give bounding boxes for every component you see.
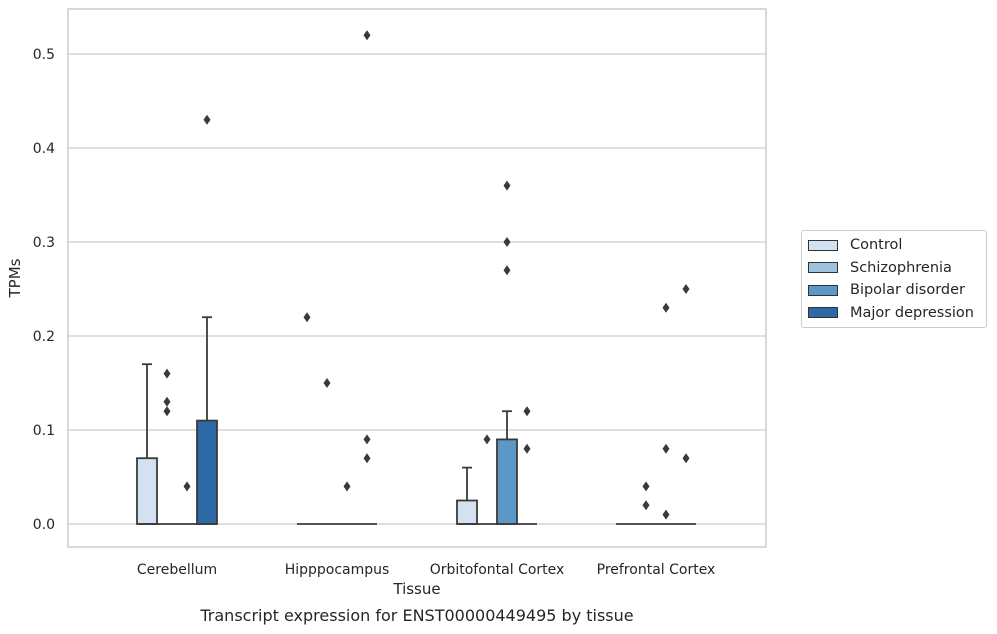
legend-swatch — [808, 262, 838, 274]
y-tick-label: 0.5 — [33, 47, 55, 63]
outlier-point — [163, 396, 171, 407]
outlier-point — [303, 312, 311, 323]
legend-swatch — [808, 239, 838, 251]
legend: Control Schizophrenia Bipolar disorder Majo… — [801, 230, 987, 328]
x-axis-label: Tissue — [392, 580, 440, 598]
outliers — [163, 30, 690, 520]
outlier-point — [682, 453, 690, 464]
box-2-2 — [496, 410, 518, 525]
legend-item: Major depression — [802, 302, 986, 325]
chart-title: Transcript expression for ENST0000044949… — [200, 606, 634, 625]
y-axis-label: TPMs — [6, 258, 24, 298]
outlier-point — [343, 481, 351, 492]
outlier-point — [662, 302, 670, 313]
legend-swatch — [808, 284, 838, 296]
outlier-point — [363, 453, 371, 464]
legend-label: Schizophrenia — [850, 259, 952, 276]
x-tick-label: Hipppocampus — [285, 562, 390, 578]
box-3-0 — [196, 316, 218, 525]
outlier-point — [503, 237, 511, 247]
y-tick-label: 0.2 — [33, 329, 55, 345]
outlier-point — [323, 378, 331, 388]
x-tick-label: Prefrontal Cortex — [597, 562, 716, 578]
box-body — [136, 457, 158, 525]
legend-label: Bipolar disorder — [850, 282, 965, 299]
legend-item: Control — [802, 234, 986, 257]
box-body — [456, 499, 478, 525]
x-axis-ticks: Cerebellum Hipppocampus Orbitofontal Corte… — [137, 562, 715, 578]
outlier-point — [503, 265, 511, 276]
outlier-point — [662, 443, 670, 454]
outlier-point — [483, 434, 491, 445]
legend-item: Schizophrenia — [802, 257, 986, 280]
legend-label: Control — [850, 237, 903, 254]
outlier-point — [183, 481, 191, 492]
boxes — [136, 316, 696, 525]
outlier-point — [642, 500, 650, 511]
x-tick-label: Cerebellum — [137, 562, 217, 578]
legend-swatch — [808, 307, 838, 319]
y-tick-label: 0.3 — [33, 235, 55, 251]
outlier-point — [503, 180, 511, 191]
box-body — [496, 438, 518, 525]
outlier-point — [363, 434, 371, 445]
outlier-point — [682, 284, 690, 294]
x-tick-label: Orbitofontal Cortex — [430, 562, 565, 578]
outlier-point — [203, 114, 211, 125]
outlier-point — [163, 368, 171, 379]
box-0-2 — [456, 466, 478, 525]
outlier-point — [662, 509, 670, 520]
y-tick-label: 0.1 — [33, 423, 55, 439]
legend-item: Bipolar disorder — [802, 279, 986, 302]
outlier-point — [523, 406, 531, 417]
plot-area — [67, 8, 767, 548]
legend-label: Major depression — [850, 304, 974, 321]
y-tick-label: 0.0 — [33, 517, 55, 533]
box-0-0 — [136, 363, 158, 525]
outlier-point — [523, 443, 531, 454]
y-axis-ticks: 0.0 0.1 0.2 0.3 0.4 0.5 — [33, 47, 55, 533]
outlier-point — [163, 406, 171, 417]
y-tick-label: 0.4 — [33, 141, 55, 157]
box-body — [196, 419, 218, 525]
outlier-point — [642, 481, 650, 492]
outlier-point — [363, 30, 371, 41]
